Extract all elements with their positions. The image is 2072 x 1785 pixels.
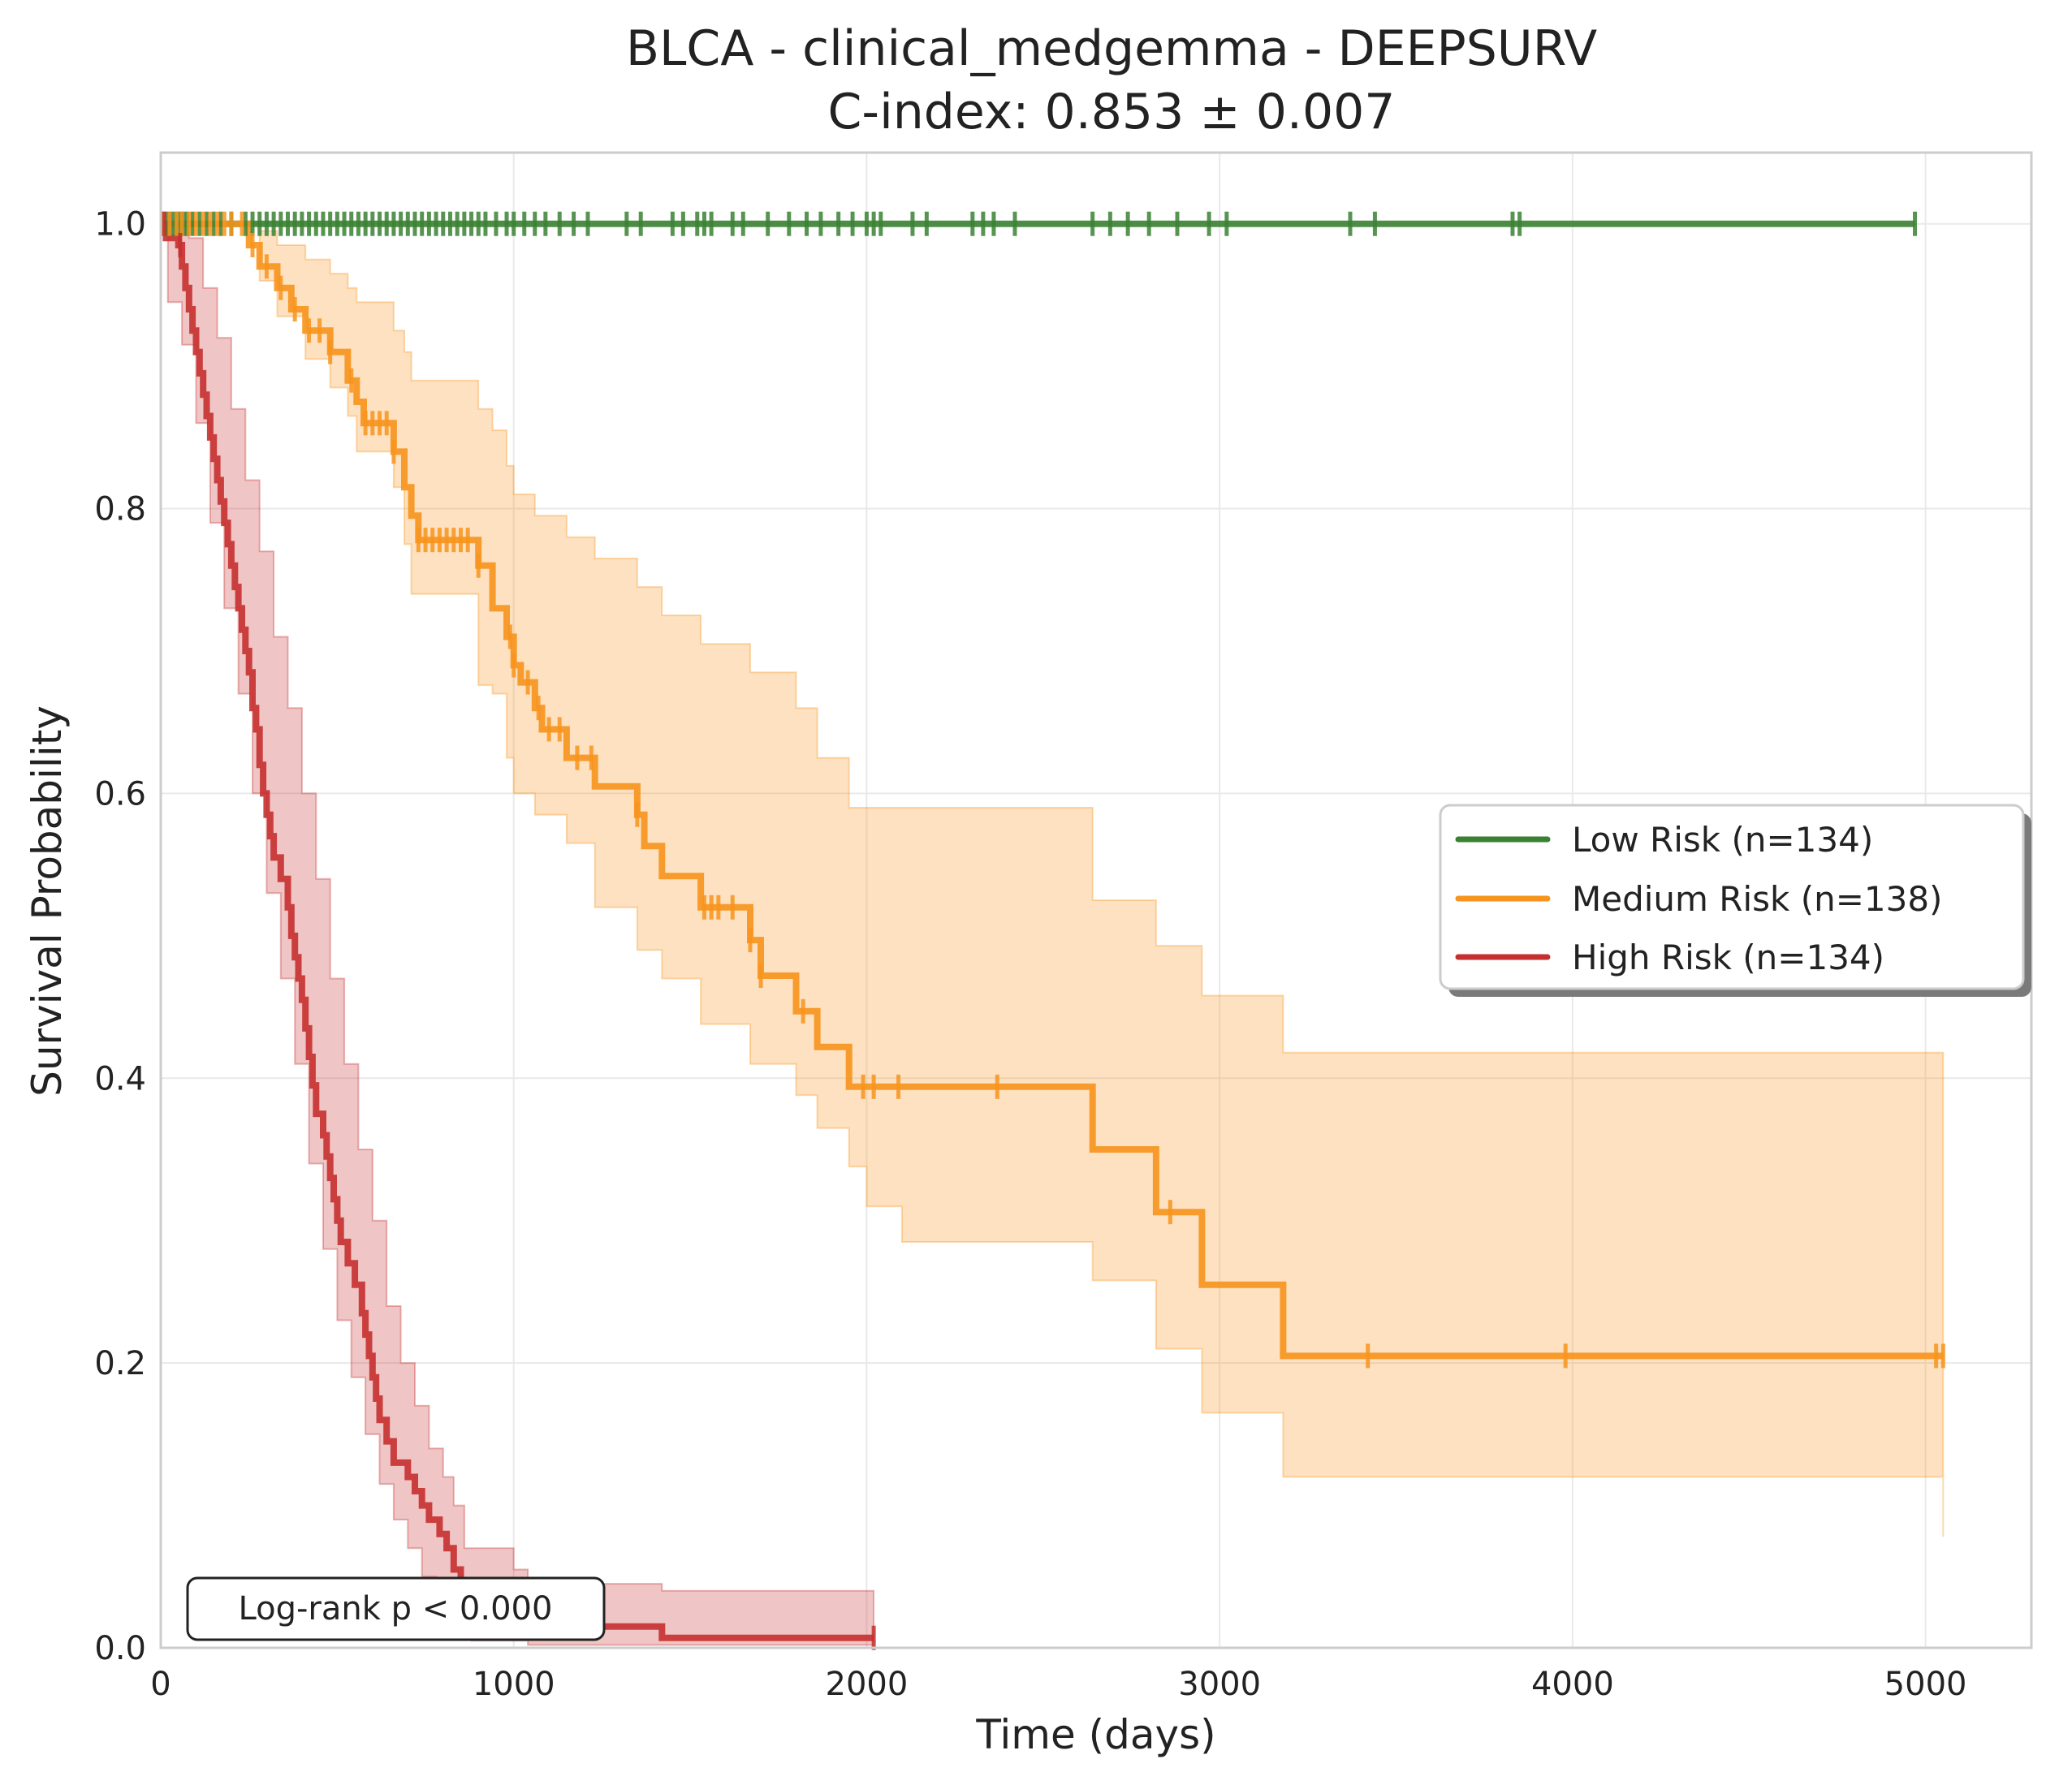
y-axis-label: Survival Probability [24,705,71,1097]
logrank-p-value: Log-rank p < 0.000 [239,1590,553,1628]
x-tick-label-5: 5000 [1884,1666,1967,1703]
chart-subtitle: C-index: 0.853 ± 0.007 [828,84,1396,140]
x-tick-label-2: 2000 [826,1666,909,1703]
logrank-annotation: Log-rank p < 0.000 [186,1576,606,1641]
y-tick-label-2: 0.4 [94,1060,146,1097]
ci-band-medium-risk [248,222,1945,1537]
legend-label-high-risk: High Risk (n=134) [1572,938,1884,977]
annotation-box [186,1576,606,1641]
x-tick-label-3: 3000 [1178,1666,1261,1703]
x-axis-ticks: 0 1000 2000 3000 4000 5000 [150,1666,1966,1703]
y-tick-label-3: 0.6 [94,775,146,813]
y-tick-label-0: 0.0 [94,1630,146,1667]
ci-band-high-risk [161,222,875,1646]
y-tick-label-4: 0.8 [94,491,146,528]
survival-curve-high-risk [161,220,874,1641]
y-tick-label-5: 1.0 [94,206,146,244]
x-tick-label-0: 0 [150,1666,171,1703]
y-tick-label-1: 0.2 [94,1345,146,1382]
y-axis-ticks: 0.0 0.2 0.4 0.6 0.8 1.0 [94,206,146,1667]
legend-box [1439,804,2025,990]
censor-marks [160,211,1945,1650]
x-tick-label-1: 1000 [473,1666,555,1703]
x-tick-label-4: 4000 [1531,1666,1614,1703]
x-axis-label: Time (days) [975,1711,1215,1758]
legend: Low Risk (n=134) Medium Risk (n=138) Hig… [1439,804,2031,997]
legend-label-low-risk: Low Risk (n=134) [1572,820,1873,860]
chart-title: BLCA - clinical_medgemma - DEEPSURV [626,20,1597,77]
confidence-bands [161,222,1945,1646]
legend-label-medium-risk: Medium Risk (n=138) [1572,879,1942,919]
